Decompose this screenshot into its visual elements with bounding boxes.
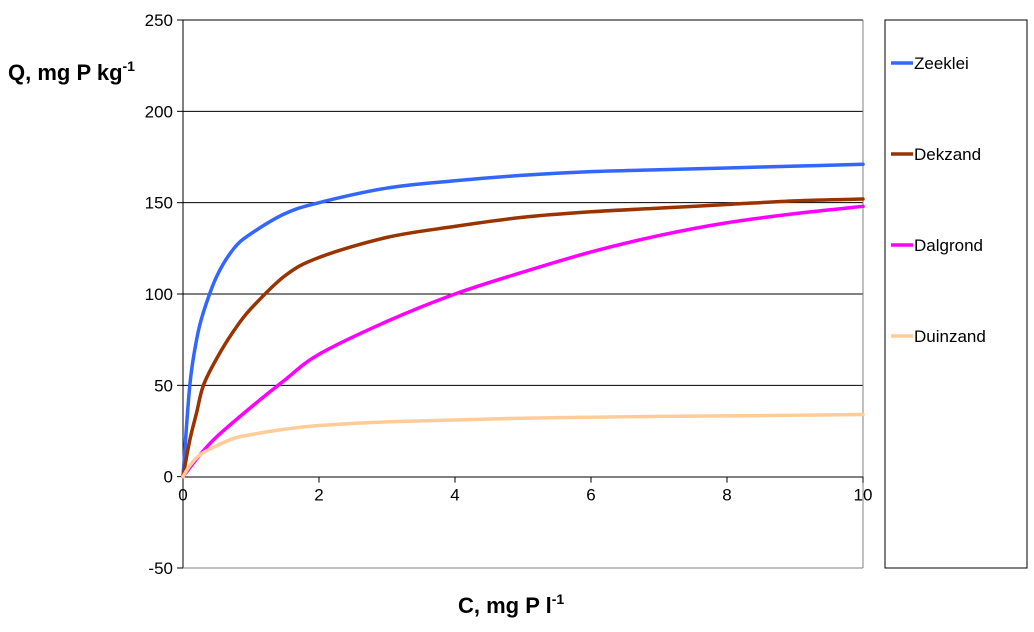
y-tick-label: 0: [164, 468, 173, 487]
y-tick-label: 200: [145, 102, 173, 121]
legend-box: [884, 19, 1028, 569]
legend-label-duinzand: Duinzand: [914, 327, 986, 346]
x-tick-label: 6: [586, 486, 595, 505]
series-line-duinzand: [181, 412, 865, 479]
series-line-zeeklei: [181, 162, 865, 479]
y-axis-title: Q, mg P kg-1: [8, 58, 135, 85]
y-tick-label: 50: [154, 376, 173, 395]
x-tick-label: 4: [450, 486, 459, 505]
x-tick-label: 0: [178, 486, 187, 505]
series-layer: [181, 162, 865, 479]
tick-layer: -50 0 50 100 150 200 250 0 2 4 6 8 10: [145, 11, 873, 578]
series-line-dekzand: [181, 197, 865, 479]
series-line-dalgrond: [181, 204, 865, 479]
x-tick-label: 8: [722, 486, 731, 505]
legend: Zeeklei Dekzand Dalgrond Duinzand: [891, 54, 986, 346]
y-tick-label: 250: [145, 11, 173, 30]
x-axis-title: C, mg P l-1: [458, 591, 564, 618]
legend-label-dekzand: Dekzand: [914, 145, 981, 164]
x-tick-label: 2: [314, 486, 323, 505]
y-tick-label: -50: [148, 559, 173, 578]
y-tick-label: 100: [145, 285, 173, 304]
legend-label-dalgrond: Dalgrond: [914, 236, 983, 255]
legend-label-zeeklei: Zeeklei: [914, 54, 969, 73]
y-tick-label: 150: [145, 194, 173, 213]
x-tick-label: 10: [854, 486, 873, 505]
